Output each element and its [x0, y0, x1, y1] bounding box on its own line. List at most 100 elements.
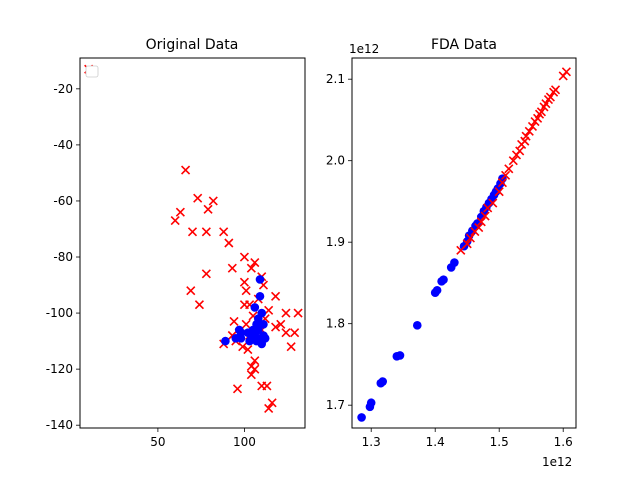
legend-box	[85, 65, 99, 78]
data-point-x-marker	[186, 286, 196, 296]
data-point-x-marker	[480, 211, 490, 221]
fda-data-title: FDA Data	[431, 37, 497, 53]
data-point-x-marker	[246, 263, 256, 273]
data-point-x-marker	[243, 344, 253, 355]
data-point-circle-marker	[395, 351, 405, 360]
data-point-x-marker	[250, 364, 260, 374]
data-point-x-marker	[476, 217, 486, 227]
y-tick-label: -80	[53, 250, 73, 264]
fda-x-offset-label: 1e12	[542, 455, 572, 469]
data-point-x-marker	[227, 263, 237, 273]
data-point-x-marker	[550, 85, 561, 95]
y-tick-label: 2.1	[326, 72, 345, 86]
original-plot-area	[84, 64, 303, 413]
data-point-x-marker	[524, 126, 534, 136]
fda-x-ticks: 1.3 1.4 1.5 1.6	[362, 428, 573, 449]
original-data-title: Original Data	[146, 37, 239, 53]
data-point-x-marker	[257, 381, 267, 391]
x-tick-label: 1.5	[490, 435, 509, 449]
data-point-x-marker	[229, 316, 239, 327]
data-point-x-marker	[504, 164, 514, 174]
data-point-x-marker	[238, 342, 248, 352]
data-point-circle-marker	[357, 413, 366, 422]
x-tick-label: 1.4	[426, 435, 445, 449]
data-point-x-marker	[488, 198, 498, 208]
fda-data-subplot: FDA Data 1e12 1e12 1.3 1.4 1.5 1.6 1.71.81.…	[326, 37, 577, 469]
data-point-circle-marker	[450, 258, 459, 267]
data-point-circle-marker	[366, 398, 376, 408]
data-point-x-marker	[170, 216, 180, 226]
data-point-x-marker	[201, 227, 211, 237]
data-point-x-marker	[462, 239, 472, 249]
data-point-x-marker	[293, 308, 303, 318]
x-tick-label: 100	[233, 435, 256, 449]
original-axes-frame	[79, 57, 306, 429]
data-point-x-marker	[246, 370, 256, 380]
data-point-x-marker	[521, 131, 531, 141]
data-point-circle-marker	[259, 319, 268, 329]
data-point-x-marker	[281, 308, 291, 318]
data-point-x-marker	[515, 146, 525, 156]
data-point-x-marker	[194, 300, 204, 310]
fda-plot-area	[357, 67, 571, 422]
data-point-x-marker	[201, 269, 211, 279]
fda-y-ticks: 1.7 1.8 1.9 2.0 2.1	[326, 72, 352, 412]
fda-axes-frame	[351, 57, 577, 429]
data-point-x-marker	[187, 227, 198, 237]
x-tick-label: 1.6	[554, 435, 573, 449]
data-point-x-marker	[181, 165, 191, 175]
data-point-circle-marker	[255, 291, 265, 301]
data-point-x-marker	[232, 384, 243, 394]
fda-y-offset-label: 1e12	[349, 42, 379, 56]
data-point-circle-marker	[221, 336, 230, 346]
data-point-x-marker	[239, 252, 249, 262]
original-x-ticks: 50 100	[150, 428, 256, 449]
data-point-x-marker	[219, 227, 229, 237]
data-point-circle-marker	[432, 285, 442, 295]
data-point-circle-marker	[236, 334, 246, 343]
data-point-x-marker	[208, 196, 218, 206]
data-point-x-marker	[545, 92, 555, 102]
data-point-x-marker	[241, 319, 251, 329]
y-tick-label: 1.9	[326, 235, 345, 249]
data-point-x-marker	[203, 204, 213, 214]
data-point-x-marker	[250, 258, 260, 268]
data-point-x-marker	[193, 193, 203, 203]
data-point-x-marker	[175, 207, 185, 217]
data-point-x-marker	[290, 328, 300, 338]
y-tick-label: -60	[53, 194, 73, 208]
data-point-circle-marker	[255, 275, 265, 284]
legend	[85, 65, 99, 78]
data-point-circle-marker	[378, 377, 388, 386]
data-point-x-marker	[271, 322, 281, 332]
y-tick-label: 2.0	[326, 154, 345, 168]
data-point-x-marker	[241, 286, 251, 296]
y-tick-label: -20	[53, 82, 73, 96]
data-point-circle-marker	[439, 275, 448, 284]
data-point-circle-marker	[250, 303, 260, 312]
data-point-x-marker	[508, 156, 518, 166]
data-point-x-marker	[286, 342, 296, 352]
data-point-x-marker	[271, 291, 281, 301]
y-tick-label: 1.7	[326, 398, 345, 412]
data-point-x-marker	[281, 328, 291, 338]
y-tick-label: -140	[46, 418, 73, 432]
data-point-x-marker	[536, 107, 547, 117]
data-point-x-marker	[474, 222, 484, 233]
data-point-x-marker	[264, 403, 274, 413]
data-point-x-marker	[497, 178, 507, 188]
y-tick-label: -120	[46, 362, 73, 376]
data-point-circle-marker	[257, 339, 267, 349]
data-point-circle-marker	[245, 336, 254, 346]
data-point-x-marker	[267, 398, 277, 408]
data-point-x-marker	[465, 233, 475, 243]
data-point-x-marker	[561, 67, 571, 77]
data-point-x-marker	[541, 99, 551, 109]
data-point-x-marker	[250, 356, 260, 366]
original-y-ticks: -20 -40 -60 -80 -100 -120 -140	[46, 82, 80, 432]
data-point-x-marker	[224, 238, 234, 248]
original-data-subplot: Original Data 50 100 -20 -40 -60 -80 -100 -120…	[46, 37, 306, 449]
y-tick-label: -100	[46, 306, 73, 320]
